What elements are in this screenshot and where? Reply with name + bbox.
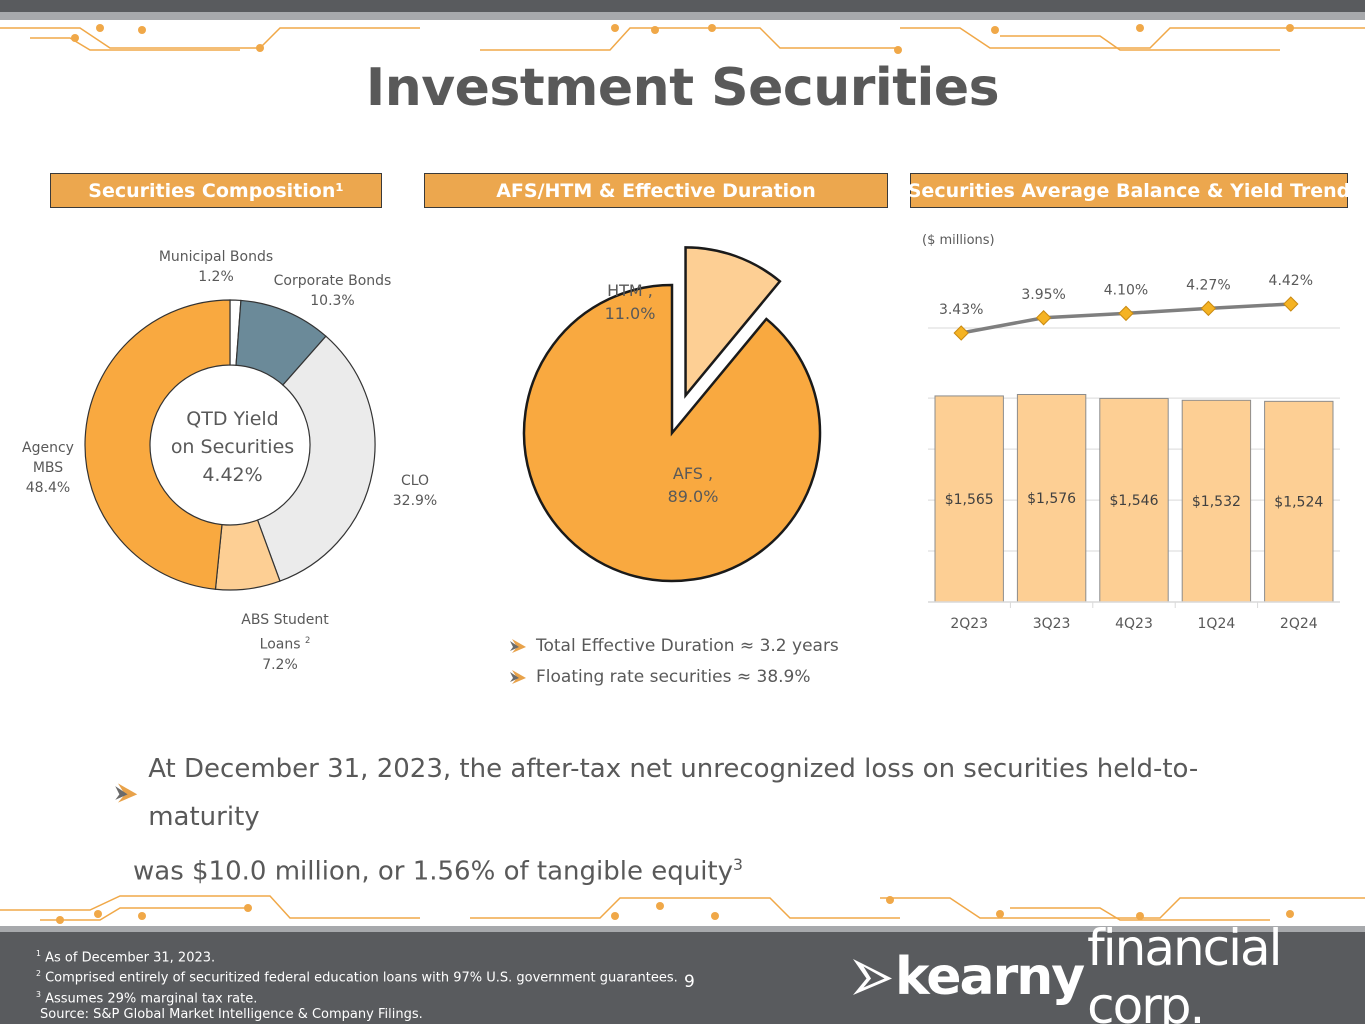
label-afs-name: AFS , [672,464,714,483]
label-municipal: Municipal Bonds 1.2% [150,247,282,287]
footnote-1-sup: 1 [36,949,41,958]
donut-slice-agency-mbs [84,299,231,590]
label-abs-name1: ABS Student [241,612,329,628]
bar-label-2q24: $1,524 [1274,495,1323,511]
tick-label-4q23: 4Q23 [1115,616,1153,632]
bar-label-1q24: $1,532 [1192,494,1241,510]
footnote-3: 3 Assumes 29% marginal tax rate. [36,987,678,1007]
label-clo-pct: 32.9% [392,493,438,509]
afs-htm-pie-chart [522,246,822,583]
pie-slice-afs [522,283,822,583]
label-clo: CLO 32.9% [385,471,445,511]
afs-htm-header: AFS/HTM & Effective Duration [424,173,888,208]
donut-center-line2: on Securities [170,436,295,458]
yield-label-2q24: 4.42% [1269,273,1313,289]
chevron-arrow-icon [510,639,526,653]
trend-unit-label: ($ millions) [922,233,995,248]
chevron-arrow-icon [510,670,526,684]
label-agency-pct: 48.4% [25,480,71,496]
label-htm-pct: 11.0% [604,304,656,323]
composition-header: Securities Composition¹ [50,173,382,208]
label-agency-name1: Agency [22,440,74,456]
footnotes: 1 As of December 31, 2023. 2 Comprised e… [36,946,678,1023]
footnote-2: 2 Comprised entirely of securitized fede… [36,966,678,986]
bar-4q23 [1099,397,1169,603]
donut-center-line1: QTD Yield [186,408,279,430]
label-clo-name: CLO [400,473,430,489]
label-abs: ABS Student Loans 2 7.2% [225,610,345,675]
bar-label-2q23: $1,565 [945,492,994,508]
yield-point-2q23 [953,325,969,341]
kearny-logo-icon [853,958,893,996]
composition-donut-chart [84,299,376,591]
bullet-floating: Floating rate securities ≈ 38.9% [510,667,811,687]
donut-center-label: QTD Yield on Securities 4.42% [150,405,315,489]
yield-point-3q23 [1035,310,1052,326]
balance-yield-chart: $1,565 2Q23 $1,576 3Q23 $1,546 4Q23 $1,532 1Q24… [928,273,1340,632]
footnote-1: 1 As of December 31, 2023. [36,946,678,966]
page-number: 9 [684,972,695,992]
bullet-duration: Total Effective Duration ≈ 3.2 years [510,636,839,656]
footer-accent [0,926,1365,932]
footnote-source: Source: S&P Global Market Intelligence &… [40,1007,678,1023]
statement: At December 31, 2023, the after-tax net … [115,745,1275,896]
bullet-floating-text: Floating rate securities ≈ 38.9% [536,667,811,687]
label-agency: Agency MBS 48.4% [15,438,81,498]
label-abs-name2: Loans [259,636,301,653]
footnote-2-sup: 2 [36,969,41,979]
company-logo: kearny financial corp. [850,919,1330,1035]
logo-light-text: financial corp. [1087,919,1282,1035]
bar-1q24 [1181,399,1252,603]
footnote-3-sup: 3 [36,989,41,999]
top-band [0,0,1365,12]
label-corporate-pct: 10.3% [310,293,355,309]
pie-slice-htm [684,246,782,399]
yield-point-1q24 [1200,300,1217,317]
yield-label-4q23: 4.10% [1104,282,1148,298]
label-htm: HTM , 11.0% [595,279,665,325]
page-title: Investment Securities [365,58,1000,118]
label-corporate: Corporate Bonds 10.3% [265,271,400,311]
circuit-decoration-bottom [0,895,1365,924]
yield-label-2q23: 3.43% [939,302,983,318]
top-band-accent [0,12,1365,20]
label-municipal-pct: 1.2% [198,269,234,285]
circuit-decoration-top [0,24,1365,54]
bar-label-4q23: $1,546 [1110,493,1159,509]
footnote-source-text: Source: S&P Global Market Intelligence &… [40,1006,423,1022]
footnote-3-text: Assumes 29% marginal tax rate. [45,990,258,1006]
statement-line1: At December 31, 2023, the after-tax net … [148,754,1199,832]
chevron-arrow-icon [115,783,138,803]
label-afs: AFS , 89.0% [653,462,733,508]
bullet-duration-text: Total Effective Duration ≈ 3.2 years [536,636,839,656]
yield-label-1q24: 4.27% [1186,277,1230,293]
donut-slice-clo [256,335,376,582]
label-municipal-name: Municipal Bonds [158,249,274,265]
footer [0,932,1365,1024]
yield-point-2q24 [1283,296,1299,312]
trend-header: Securities Average Balance & Yield Trend [908,173,1350,208]
tick-label-2q24: 2Q24 [1280,616,1318,632]
label-htm-name: HTM , [607,281,653,300]
logo-bold-text: kearny [895,947,1085,1007]
bar-label-3q23: $1,576 [1027,491,1076,507]
tick-label-3q23: 3Q23 [1033,616,1071,632]
footnote-1-text: As of December 31, 2023. [45,950,216,966]
tick-label-2q23: 2Q23 [950,616,988,632]
label-abs-pct: 7.2% [262,656,298,673]
footnote-2-text: Comprised entirely of securitized federa… [45,970,678,986]
label-corporate-name: Corporate Bonds [273,273,392,289]
donut-center-line3: 4.42% [202,464,263,486]
yield-label-3q23: 3.95% [1021,287,1065,303]
statement-sup: 3 [733,856,743,874]
tick-label-1q24: 1Q24 [1198,616,1236,632]
yield-point-4q23 [1118,305,1134,322]
label-afs-pct: 89.0% [667,487,719,506]
label-agency-name2: MBS [32,460,64,476]
label-abs-sup: 2 [304,635,311,645]
statement-line2: was $10.0 million, or 1.56% of tangible … [133,856,733,887]
